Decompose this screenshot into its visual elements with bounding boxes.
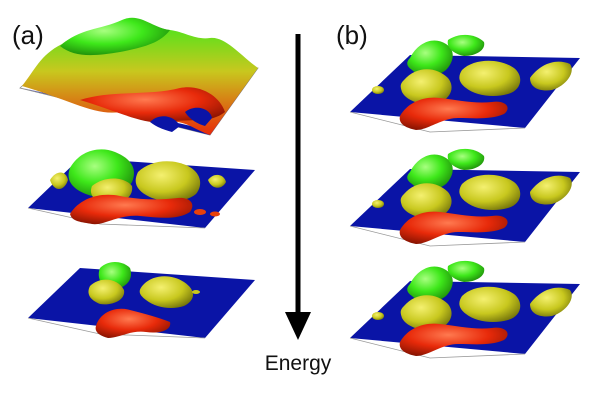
panel-a-landscape-low	[27, 262, 255, 339]
panel-a-landscape-high	[19, 17, 259, 136]
panel-a-label: (a)	[12, 20, 44, 50]
panel-b-landscape-low	[349, 260, 580, 359]
energy-label: Energy	[265, 352, 332, 375]
panel-b-label: (b)	[336, 20, 368, 50]
energy-arrow	[285, 34, 311, 340]
panel-b-landscape-mid	[349, 148, 580, 247]
panel-b-landscape-high	[349, 34, 580, 133]
panel-a-landscape-mid	[27, 149, 255, 229]
